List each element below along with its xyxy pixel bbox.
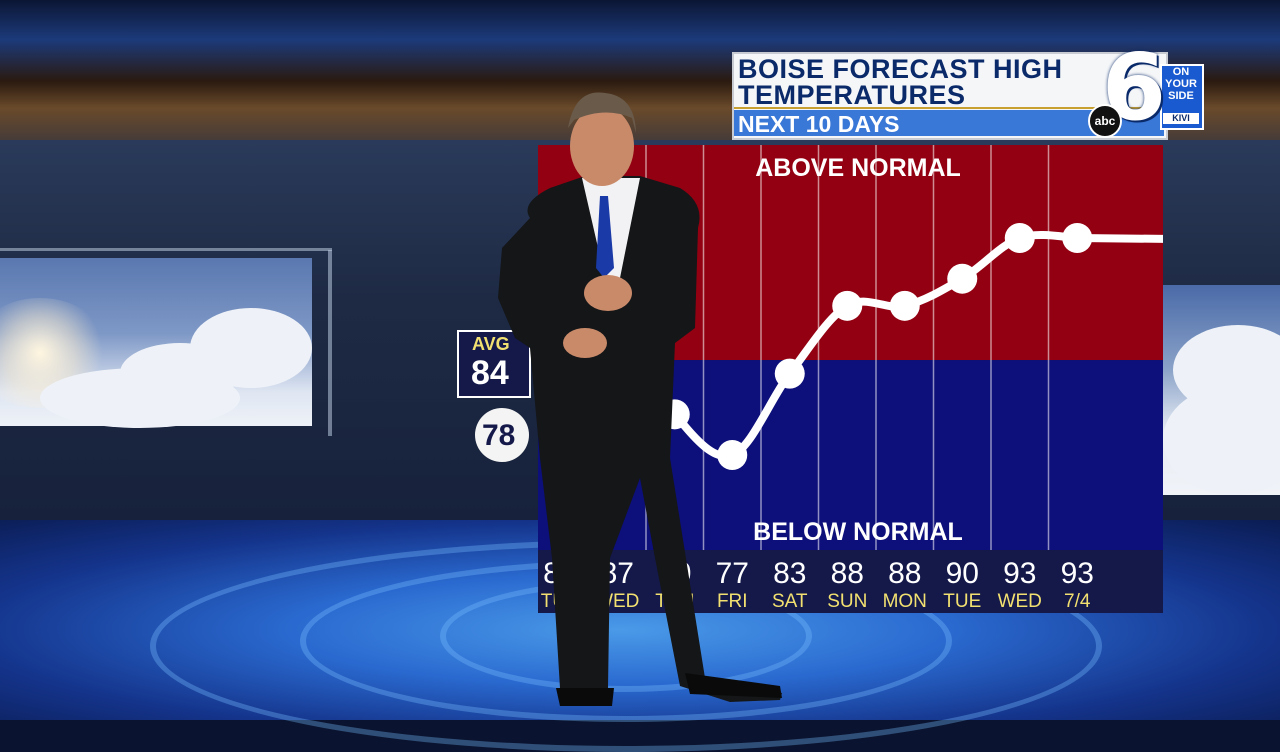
above-normal-label: ABOVE NORMAL [755,154,961,182]
temperature-point-fri [717,440,748,470]
sky-panel-left [0,258,312,428]
day-label: SAT [772,591,808,612]
temperature-value-label: 83 [773,557,806,590]
day-label: SUN [827,591,867,612]
temperature-value-label: 88 [888,557,921,590]
day-label: MON [883,591,927,612]
temperature-point-7-4 [1062,223,1093,253]
station-tagline: ON YOUR SIDE [1162,66,1200,102]
sky-panel-right [1163,285,1280,495]
temperature-point-sat [774,358,805,389]
temperature-point-sun [832,290,863,321]
temperature-value-label: 90 [946,557,979,590]
network-logo: abc [1088,104,1122,138]
tagline-line-3: SIDE [1168,90,1194,102]
chart-subtitle: NEXT 10 DAYS [738,111,900,137]
temperature-point-tue [947,263,978,294]
day-label: TUE [943,591,981,612]
average-label: AVG [472,334,510,354]
low-marker-value: 78 [482,419,516,452]
title-line-1: BOISE FORECAST HIGH [738,54,1063,84]
day-label: FRI [717,591,748,612]
tagline-line-1: ON [1172,66,1190,78]
average-value: 84 [471,354,509,392]
temperature-value-label: 77 [716,557,749,590]
temperature-value-label: 93 [1003,557,1036,590]
temperature-point-mon [889,290,920,321]
below-normal-label: BELOW NORMAL [753,518,963,546]
temperature-value-label: 93 [1061,557,1094,590]
title-divider [734,107,1164,109]
title-line-2: TEMPERATURES [738,80,966,110]
average-box [457,330,531,398]
temperature-point-wed [1004,223,1035,253]
day-label-band: 83TUE87WED80THU77FRI83SAT88SUN88MON90TUE… [538,550,1163,613]
temperature-value-label: 88 [831,557,864,590]
chart-title: BOISE FORECAST HIGH TEMPERATURES [738,54,1063,110]
day-label: WED [998,591,1042,612]
day-label: 7/4 [1064,591,1091,612]
low-marker [475,408,529,462]
tagline-line-2: YOUR [1165,78,1197,90]
station-callsign: KIVI [1163,113,1199,124]
meteorologist [498,92,782,706]
